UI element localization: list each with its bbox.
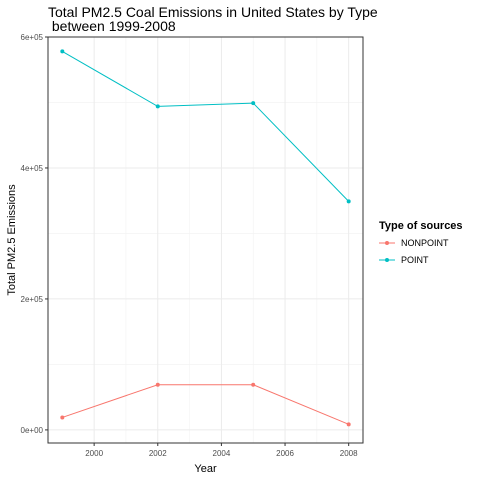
series-nonpoint	[60, 382, 351, 427]
legend-label: NONPOINT	[401, 238, 449, 248]
x-axis-title: Year	[194, 463, 217, 475]
chart-title-line1: Total PM2.5 Coal Emissions in United Sta…	[48, 4, 378, 20]
data-point-nonpoint	[155, 382, 160, 387]
plot-border	[47, 36, 364, 444]
legend-item-point: POINT	[379, 255, 429, 265]
x-tick-label: 2004	[213, 449, 231, 458]
y-tick-label: 4e+05	[21, 164, 44, 173]
legend-label: POINT	[401, 255, 429, 265]
series-line-nonpoint	[62, 384, 349, 425]
y-axis-title: Total PM2.5 Emissions	[6, 184, 18, 296]
y-tick-label: 2e+05	[21, 295, 44, 304]
series-point	[60, 49, 351, 204]
x-tick-label: 2000	[85, 449, 103, 458]
x-tick-label: 2006	[276, 449, 294, 458]
x-tick-label: 2002	[149, 449, 167, 458]
legend-item-nonpoint: NONPOINT	[379, 238, 449, 248]
data-point-point	[346, 199, 351, 204]
series-line-point	[62, 50, 350, 202]
legend-key-point	[385, 241, 389, 245]
y-tick-label: 0e+00	[21, 426, 44, 435]
data-point-nonpoint	[60, 415, 65, 420]
data-point-point	[60, 49, 65, 54]
data-point-point	[251, 101, 256, 106]
data-point-nonpoint	[346, 422, 351, 427]
legend-key-point	[385, 258, 389, 262]
x-axis: 2000 2002 2004 2006 2008	[85, 443, 358, 458]
data-point-point	[155, 104, 160, 109]
chart-title-line2: between 1999-2008	[48, 18, 176, 34]
legend: Type of sources NONPOINT POINT	[379, 220, 463, 265]
series-layer	[60, 49, 351, 427]
x-tick-label: 2008	[340, 449, 358, 458]
data-point-nonpoint	[251, 382, 256, 387]
legend-title: Type of sources	[379, 220, 463, 232]
plot-background	[48, 37, 363, 443]
y-axis: 0e+00 2e+05 4e+05 6e+05	[21, 33, 48, 435]
y-tick-label: 6e+05	[21, 33, 44, 42]
